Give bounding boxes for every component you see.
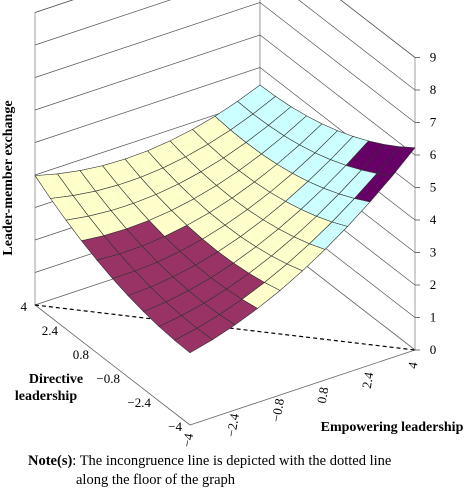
surface-plot — [34, 84, 416, 354]
x-axis-title: Empowering leadership — [321, 420, 464, 435]
y-tick-label: −4 — [168, 419, 182, 434]
gridline-z — [34, 0, 416, 91]
surface-patch — [173, 327, 214, 354]
note-label: Note(s) — [28, 453, 73, 469]
z-tick-label: 9 — [430, 50, 437, 65]
z-tick-label: 8 — [430, 82, 437, 97]
x-tick-label: −0.8 — [268, 397, 287, 423]
z-tick-label: 7 — [430, 115, 437, 130]
y-tick-label: 0.8 — [73, 347, 89, 362]
y-axis-title-line2: leadership — [15, 389, 77, 404]
note-text-line2: along the floor of the graph — [76, 472, 236, 488]
y-tick-label: −0.8 — [96, 371, 120, 386]
z-tick-label: 6 — [430, 147, 437, 162]
gridline-z — [34, 0, 416, 58]
note-text-line1: : The incongruence line is depicted with… — [72, 453, 392, 469]
surface-chart: 0 1 2 3 4 5 6 7 8 9 −4 −2.4 −0.8 0.8 2.4 4 −4 −2.4 −0.8 0.8… — [1, 0, 464, 449]
z-tick-label: 4 — [430, 212, 437, 227]
z-tick-label: 5 — [430, 180, 437, 195]
x-tick-label: 2.4 — [359, 370, 377, 389]
x-tick-label: −4 — [179, 432, 196, 449]
z-tick-label: 2 — [430, 277, 437, 292]
z-tick-label: 1 — [430, 310, 437, 325]
gridline-z — [34, 2, 416, 123]
x-tick-label: 0.8 — [314, 386, 332, 405]
z-tick-label: 3 — [430, 245, 437, 260]
y-tick-label: 4 — [21, 299, 28, 314]
z-axis-title: Leader-member exchange — [1, 100, 16, 255]
x-tick-label: −2.4 — [223, 412, 242, 438]
x-tick-label: 4 — [405, 360, 421, 369]
y-tick-label: 2.4 — [42, 323, 59, 338]
z-tick-label: 0 — [430, 342, 437, 357]
y-axis-title-line1: Directive — [29, 372, 83, 387]
axis-ticks: 0 1 2 3 4 5 6 7 8 9 −4 −2.4 −0.8 0.8 2.4 4 −4 −2.4 −0.8 0.8… — [21, 50, 437, 449]
gridline-z — [34, 34, 416, 156]
figure-note: Note(s): The incongruence line is depict… — [28, 452, 468, 490]
y-tick-label: −2.4 — [127, 395, 151, 410]
